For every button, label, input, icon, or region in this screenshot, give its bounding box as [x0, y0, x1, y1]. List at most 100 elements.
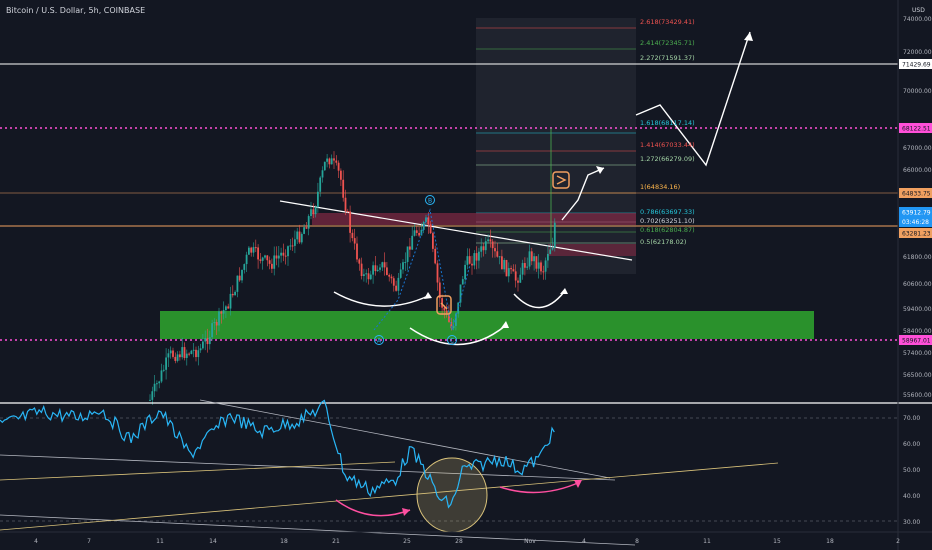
- candle: [243, 264, 246, 270]
- resistance-zone-2[interactable]: [548, 244, 636, 256]
- candle: [317, 191, 319, 208]
- symbol-title: Bitcoin / U.S. Dollar, 5h, COINBASE: [6, 6, 146, 15]
- svg-text:1.618(68117.14): 1.618(68117.14): [640, 119, 695, 127]
- candle: [358, 259, 361, 264]
- svg-text:4: 4: [582, 538, 586, 545]
- projection-arrow-long: [635, 31, 751, 167]
- currency-label: USD: [912, 7, 925, 14]
- candle: [192, 349, 195, 351]
- candle: [487, 239, 489, 242]
- candle: [179, 354, 181, 358]
- svg-text:58967.01: 58967.01: [902, 338, 931, 345]
- svg-text:14: 14: [209, 538, 217, 545]
- rsi-pane: [0, 399, 898, 546]
- candle: [397, 277, 400, 291]
- candle: [234, 291, 236, 296]
- candle: [280, 252, 282, 256]
- candle: [448, 313, 450, 322]
- rsi-highlight-circle: [416, 457, 488, 533]
- svg-text:03:46:28: 03:46:28: [902, 219, 929, 226]
- svg-text:63912.79: 63912.79: [902, 210, 931, 217]
- candle: [429, 224, 432, 234]
- svg-text:15: 15: [773, 538, 781, 545]
- candle: [353, 238, 356, 244]
- pattern-marker-b: B: [425, 195, 435, 205]
- candle: [326, 158, 328, 162]
- svg-text:74000.00: 74000.00: [903, 16, 932, 23]
- projection-arrow-short: [561, 167, 605, 221]
- candle: [528, 251, 531, 267]
- candle: [501, 256, 503, 270]
- svg-text:70.00: 70.00: [903, 415, 920, 422]
- candle: [206, 338, 209, 345]
- candle: [413, 230, 416, 236]
- candle: [519, 274, 522, 283]
- candle: [195, 349, 197, 358]
- candle: [438, 282, 441, 299]
- candle: [351, 232, 354, 239]
- candle: [273, 255, 276, 269]
- candle: [496, 251, 499, 257]
- candle: [436, 263, 439, 283]
- candle: [524, 263, 526, 268]
- svg-text:66000.00: 66000.00: [903, 167, 932, 174]
- candle: [374, 265, 377, 272]
- candle: [271, 263, 273, 269]
- candle: [312, 209, 315, 215]
- candle: [507, 268, 510, 277]
- svg-text:18: 18: [826, 538, 834, 545]
- candle: [381, 262, 384, 268]
- candle: [530, 251, 533, 262]
- svg-text:58400.00: 58400.00: [903, 328, 932, 335]
- candle: [231, 293, 234, 296]
- svg-text:2.414(72345.71): 2.414(72345.71): [640, 39, 695, 47]
- candle: [390, 276, 393, 279]
- candle: [475, 253, 478, 261]
- candle: [185, 353, 188, 358]
- candle: [298, 231, 301, 243]
- pointing-hand-icon: [552, 171, 570, 189]
- candle: [363, 274, 365, 277]
- candle: [174, 356, 177, 361]
- candle: [197, 350, 200, 358]
- candle: [252, 247, 255, 253]
- candle: [457, 302, 460, 314]
- svg-text:0.5(62178.02): 0.5(62178.02): [640, 238, 686, 246]
- projection-arrowhead-long: [744, 32, 753, 41]
- candle: [257, 247, 259, 260]
- svg-text:B: B: [428, 198, 432, 205]
- candle: [514, 271, 517, 281]
- candle: [264, 255, 266, 258]
- candle: [441, 298, 443, 308]
- svg-text:2.618(73429.41): 2.618(73429.41): [640, 18, 695, 26]
- svg-text:71429.69: 71429.69: [902, 62, 931, 69]
- candle: [404, 261, 407, 263]
- svg-text:63281.23: 63281.23: [902, 231, 931, 238]
- candle: [471, 263, 473, 266]
- candle: [411, 235, 414, 250]
- candle: [162, 369, 165, 371]
- support-zone[interactable]: [160, 311, 814, 339]
- arc-arrowheads: [424, 288, 568, 328]
- candle: [494, 248, 496, 252]
- fib-projection-zone: [476, 18, 636, 274]
- candle: [395, 285, 397, 291]
- neckline-trendline[interactable]: [279, 200, 633, 261]
- candle: [540, 262, 542, 272]
- candle: [294, 239, 296, 246]
- svg-text:8: 8: [635, 538, 639, 545]
- svg-text:72000.00: 72000.00: [903, 49, 932, 56]
- candle: [478, 251, 480, 261]
- svg-text:2: 2: [896, 538, 900, 545]
- candle: [461, 279, 464, 285]
- svg-text:60.00: 60.00: [903, 441, 920, 448]
- candle: [473, 253, 476, 266]
- svg-text:7: 7: [87, 538, 91, 545]
- candle: [181, 347, 184, 358]
- candle: [535, 256, 538, 269]
- candle: [544, 260, 547, 272]
- candle: [346, 211, 349, 213]
- candle: [314, 207, 317, 215]
- candle: [340, 170, 342, 180]
